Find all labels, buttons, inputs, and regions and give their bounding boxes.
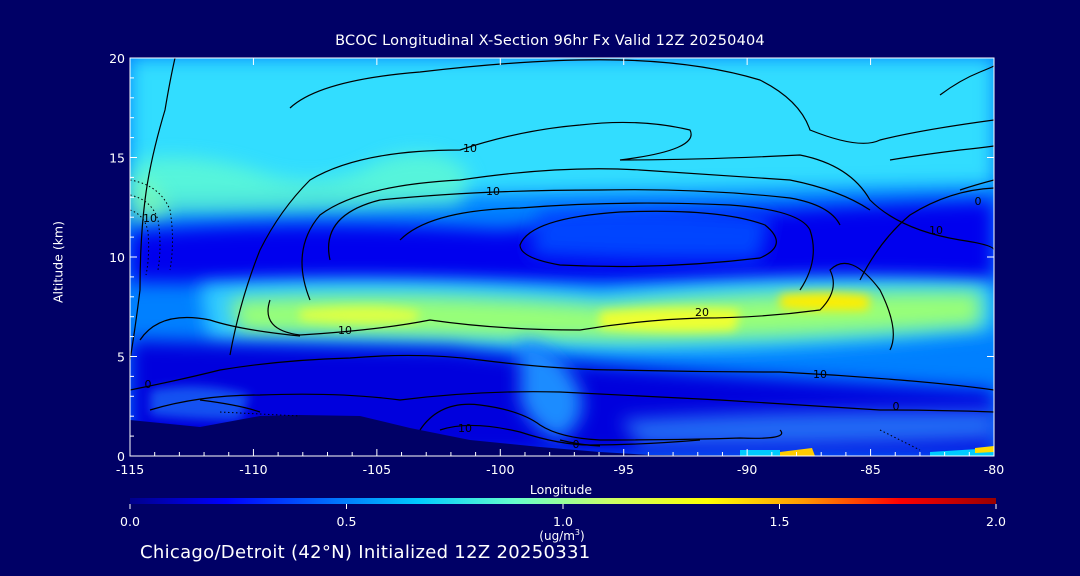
contour-label: 10 [338,324,352,337]
contour-label: 0 [893,400,900,413]
x-tick-label: -95 [614,462,634,477]
colorbar-tick-label: 2.0 [986,514,1006,529]
x-tick-label: -105 [363,462,391,477]
contour-label: 10 [813,368,827,381]
colorbar-tick-label: 1.5 [770,514,790,529]
x-tick-label: -110 [239,462,267,477]
colorbar-tick-label: 0.5 [337,514,357,529]
colorbar-ticks: 0.0 0.5 1.0 1.5 2.0 [120,504,1006,529]
colorbar [130,498,996,504]
contour-label: 0 [145,378,152,391]
contour-labels: 10 10 10 20 10 10 10 0 0 0 10 0 [143,142,982,451]
contour-label: 0 [573,438,580,451]
x-tick-label: -80 [984,462,1004,477]
contour-label: 10 [486,185,500,198]
x-axis-label: Longitude [529,482,593,497]
x-tick-label: -85 [860,462,880,477]
contour-label: 10 [929,224,943,237]
x-tick-label: -100 [486,462,514,477]
terrain [130,415,822,456]
contour-label: 10 [463,142,477,155]
y-tick-label: 15 [109,151,125,166]
colorbar-units: (ug/m3) [539,528,585,543]
heatmap-field [130,58,994,456]
contours [130,58,994,447]
y-tick-label: 5 [117,350,125,365]
caption: Chicago/Detroit (42°N) Initialized 12Z 2… [140,542,591,563]
y-tick-label: 20 [109,51,125,66]
colorbar-tick-label: 1.0 [553,514,573,529]
x-tick-label: -115 [116,462,144,477]
contour-label: 10 [458,422,472,435]
contour-label: 20 [695,306,709,319]
contour-label: 10 [143,212,157,225]
colorbar-tick-label: 0.0 [120,514,140,529]
x-tick-label: -90 [737,462,757,477]
axes: -115 -110 -105 -100 -95 -90 -85 -80 0 5 10 15 20 [109,51,1004,477]
y-tick-label: 0 [117,449,125,464]
dashed-contours [130,179,921,451]
y-tick-label: 10 [109,250,125,265]
contour-label: 0 [975,195,982,208]
chart-title: BCOC Longitudinal X-Section 96hr Fx Vali… [335,33,765,49]
